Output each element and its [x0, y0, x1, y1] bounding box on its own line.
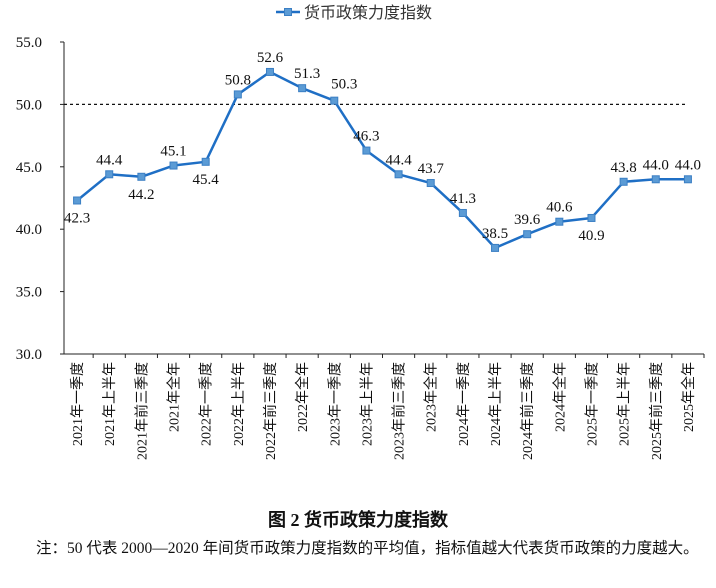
y-tick-label: 55.0	[16, 35, 42, 51]
data-point	[298, 84, 307, 93]
y-tick-label: 40.0	[16, 222, 42, 238]
data-point	[105, 170, 114, 179]
y-tick-label: 45.0	[16, 160, 42, 176]
y-tick-label: 30.0	[16, 347, 42, 363]
x-tick-label: 2022年全年	[294, 362, 311, 432]
data-point	[426, 179, 435, 188]
data-label: 39.6	[514, 212, 541, 228]
figure-caption: 图 2 货币政策力度指数	[268, 510, 448, 530]
y-tick-label: 35.0	[16, 285, 42, 301]
data-point	[587, 213, 596, 222]
data-label: 44.4	[385, 152, 412, 168]
data-label: 45.4	[193, 172, 220, 188]
x-tick-label: 2021年前三季度	[133, 362, 150, 460]
data-label: 43.8	[611, 160, 637, 176]
data-label: 43.7	[418, 161, 445, 177]
data-label: 44.0	[643, 157, 669, 173]
data-point	[683, 175, 692, 184]
x-tick-label: 2025年全年	[680, 362, 697, 432]
data-point	[330, 96, 339, 105]
x-tick-label: 2023年全年	[423, 362, 440, 432]
data-label: 40.6	[546, 200, 573, 216]
x-tick-label: 2024年全年	[551, 362, 568, 432]
x-tick-label: 2021年上半年	[102, 362, 118, 446]
figure-note: 注：50 代表 2000—2020 年间货币政策力度指数的平均值，指标值越大代表…	[36, 540, 699, 557]
data-point	[619, 177, 628, 186]
data-point	[233, 90, 242, 99]
x-tick-label: 2024年前三季度	[519, 362, 536, 460]
x-tick-label: 2022年上半年	[231, 362, 247, 446]
data-label: 50.3	[331, 77, 357, 93]
legend-label: 货币政策力度指数	[304, 3, 432, 22]
x-tick-label: 2023年上半年	[359, 362, 375, 446]
x-tick-label: 2024年上半年	[488, 362, 504, 446]
line-chart: 30.0 35.0 40.0 45.0 50.0 55.0 2021年一季度 2021年上半年…	[16, 3, 705, 460]
data-label: 46.3	[353, 129, 379, 145]
x-tick-label: 2022年一季度	[199, 362, 215, 446]
data-point	[523, 230, 532, 239]
data-point	[458, 208, 467, 217]
data-point	[169, 161, 178, 170]
x-tick-label: 2022年前三季度	[262, 362, 279, 460]
data-point	[201, 157, 210, 166]
x-tick-label: 2025年上半年	[617, 362, 633, 446]
x-tick-label: 2025年一季度	[584, 362, 600, 446]
data-label: 38.5	[482, 226, 508, 242]
data-label: 52.6	[257, 50, 284, 66]
data-label: 41.3	[450, 191, 476, 207]
data-label: 44.2	[128, 187, 154, 203]
data-point	[491, 243, 500, 252]
data-point	[73, 196, 82, 205]
legend-marker	[284, 8, 292, 16]
x-tick-label: 2023年一季度	[327, 362, 343, 446]
data-point	[394, 170, 403, 179]
series-line	[76, 70, 688, 250]
x-tick-label: 2021年全年	[166, 362, 183, 432]
data-label: 51.3	[294, 66, 320, 82]
x-tick-label: 2023年前三季度	[391, 362, 408, 460]
x-tick-label: 2024年一季度	[456, 362, 472, 446]
data-label: 44.0	[675, 157, 701, 173]
data-point	[362, 146, 371, 155]
data-point	[265, 67, 274, 76]
data-label: 42.3	[64, 210, 90, 226]
x-tick-label: 2021年一季度	[70, 362, 86, 446]
x-tick-label: 2025年前三季度	[648, 362, 665, 460]
y-tick-label: 50.0	[16, 97, 42, 113]
data-label: 50.8	[225, 72, 251, 88]
data-point	[555, 217, 564, 226]
data-label: 40.9	[578, 228, 604, 244]
data-label: 45.1	[160, 144, 186, 160]
data-point	[137, 172, 146, 181]
data-label: 44.4	[96, 152, 123, 168]
data-point	[651, 175, 660, 184]
